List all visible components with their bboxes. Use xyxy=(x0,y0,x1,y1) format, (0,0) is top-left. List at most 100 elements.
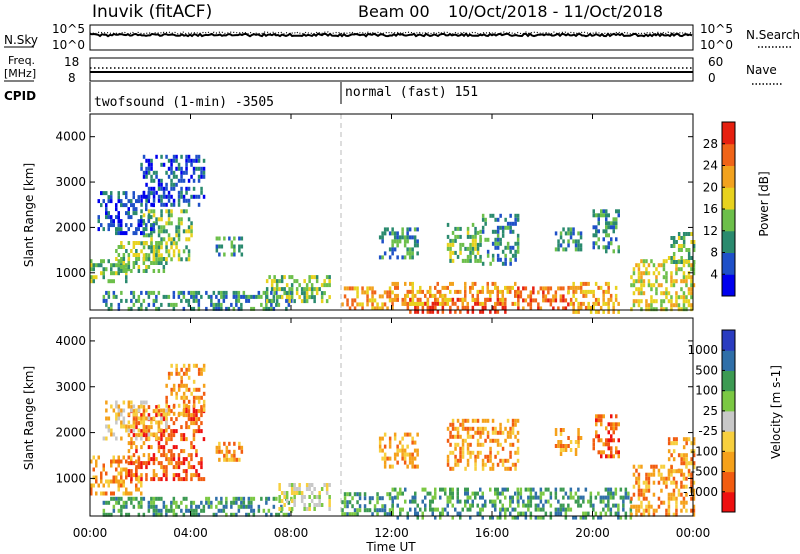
heatmap-cell xyxy=(167,213,171,218)
heatmap-cell xyxy=(675,279,678,284)
heatmap-cell xyxy=(142,512,146,517)
heatmap-cell xyxy=(449,491,452,496)
heatmap-cell xyxy=(529,302,533,307)
heatmap-cell xyxy=(446,454,450,459)
heatmap-cell xyxy=(125,249,128,253)
heatmap-cell xyxy=(692,492,696,497)
heatmap-cell xyxy=(516,430,520,435)
heatmap-cell xyxy=(115,203,118,208)
heatmap-cell xyxy=(215,449,219,454)
heatmap-cell xyxy=(479,237,482,242)
heatmap-cell xyxy=(524,503,528,508)
heatmap-cell xyxy=(293,279,296,284)
heatmap-cell xyxy=(267,306,271,311)
heatmap-cell xyxy=(150,174,153,179)
heatmap-cell xyxy=(617,309,620,314)
heatmap-cell xyxy=(182,395,186,400)
heatmap-cell xyxy=(401,491,404,496)
heatmap-cell xyxy=(494,245,497,250)
heatmap-cell xyxy=(464,281,467,286)
heatmap-cell xyxy=(147,209,151,214)
heatmap-cell xyxy=(177,457,181,462)
heatmap-cell xyxy=(607,297,610,302)
heatmap-cell xyxy=(192,290,196,295)
heatmap-cell xyxy=(237,298,241,303)
heatmap-cell xyxy=(461,297,464,302)
heatmap-cell xyxy=(197,429,201,434)
heatmap-cell xyxy=(393,239,397,244)
heatmap-cell xyxy=(479,234,482,239)
heatmap-cell xyxy=(670,469,673,474)
heatmap-cell xyxy=(130,306,133,311)
heatmap-cell xyxy=(132,290,136,295)
heatmap-cell xyxy=(175,367,178,372)
heatmap-cell xyxy=(238,248,241,253)
heatmap-cell xyxy=(687,263,691,268)
heatmap-cell xyxy=(192,306,196,311)
heatmap-cell xyxy=(165,399,168,404)
heatmap-cell xyxy=(145,269,148,273)
heatmap-cell xyxy=(182,198,186,203)
heatmap-cell xyxy=(680,457,683,462)
heatmap-cell xyxy=(361,286,364,291)
heatmap-cell xyxy=(677,488,681,493)
heatmap-cell xyxy=(132,253,136,257)
heatmap-cell xyxy=(270,283,274,288)
heatmap-cell xyxy=(280,275,284,280)
heatmap-cell xyxy=(356,500,359,505)
heatmap-cell xyxy=(481,309,485,314)
heatmap-cell xyxy=(252,496,256,501)
heatmap-cell xyxy=(456,234,460,239)
heatmap-cell xyxy=(122,191,125,196)
heatmap-cell xyxy=(125,211,128,216)
heatmap-cell xyxy=(554,507,558,512)
heatmap-cell xyxy=(195,158,198,163)
heatmap-cell xyxy=(192,413,196,418)
heatmap-cell xyxy=(195,429,198,434)
heatmap-cell xyxy=(155,257,158,262)
heatmap-cell xyxy=(172,302,176,307)
heatmap-cell xyxy=(612,495,615,500)
heatmap-cell xyxy=(682,504,686,509)
heatmap-cell xyxy=(386,456,389,461)
heatmap-cell xyxy=(486,249,490,254)
heatmap-cell xyxy=(652,512,656,517)
heatmap-cell xyxy=(584,289,588,294)
heatmap-cell xyxy=(672,240,676,244)
heatmap-cell xyxy=(175,166,178,171)
heatmap-cell xyxy=(197,194,201,199)
heatmap-cell xyxy=(670,256,673,260)
heatmap-cell xyxy=(220,496,223,501)
heatmap-cell xyxy=(125,475,128,480)
heatmap-cell xyxy=(466,234,470,239)
heatmap-cell xyxy=(177,383,181,388)
heatmap-cell xyxy=(245,298,248,303)
heatmap-cell xyxy=(547,290,550,295)
heatmap-cell xyxy=(167,158,171,163)
heatmap-cell xyxy=(471,305,475,310)
heatmap-cell xyxy=(117,211,120,216)
heatmap-cell xyxy=(140,249,143,254)
heatmap-cell xyxy=(135,436,138,441)
heatmap-cell xyxy=(155,221,158,226)
heatmap-cell xyxy=(125,271,128,276)
heatmap-cell xyxy=(489,213,492,218)
heatmap-cell xyxy=(343,286,347,291)
heatmap-cell xyxy=(132,428,136,433)
heatmap-cell xyxy=(132,461,136,466)
heatmap-cell xyxy=(685,279,688,284)
heatmap-cell xyxy=(305,299,309,304)
heatmap-cell xyxy=(667,469,671,474)
heatmap-cell xyxy=(692,263,696,268)
heatmap-cell xyxy=(212,302,216,307)
heatmap-cell xyxy=(532,495,535,500)
heatmap-cell xyxy=(617,245,620,250)
heatmap-cell xyxy=(509,213,512,218)
heatmap-cell xyxy=(157,445,161,450)
heatmap-cell xyxy=(494,503,497,508)
heatmap-cell xyxy=(564,298,568,303)
heatmap-cell xyxy=(90,259,93,264)
heatmap-cell xyxy=(692,488,696,493)
heatmap-cell xyxy=(351,496,354,501)
heatmap-cell xyxy=(645,480,648,485)
